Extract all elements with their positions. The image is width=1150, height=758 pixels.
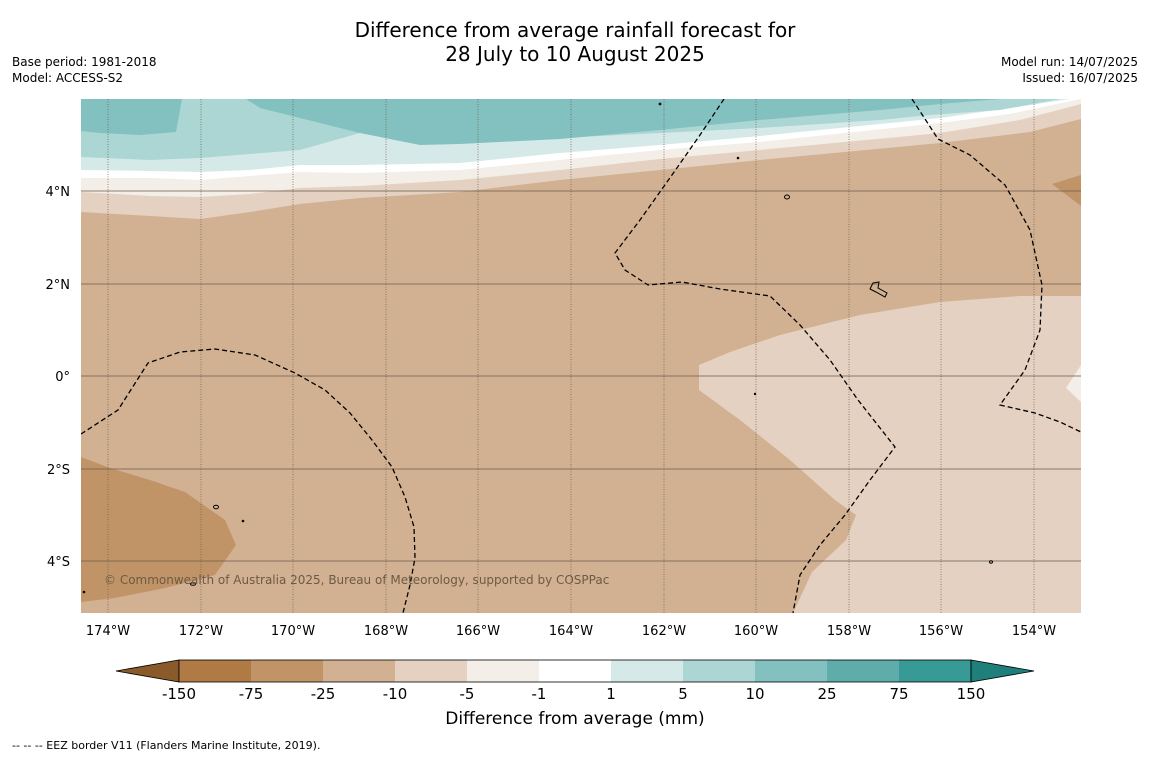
eez-border-kiribati-west [81, 348, 416, 613]
lat-label: 0° [55, 370, 70, 385]
eez-border-east [911, 99, 1081, 433]
lon-label: 156°W [919, 624, 963, 639]
lon-label: 166°W [456, 624, 500, 639]
model-run-label: Model run: 14/07/2025 [1000, 55, 1138, 69]
longitude-labels: 174°W 172°W 170°W 168°W 166°W 164°W 162°… [86, 624, 1056, 639]
island-marker [190, 582, 196, 586]
region-minus75-to-minus25-east [1052, 175, 1081, 206]
region-minus5-to-minus1-east [1066, 365, 1081, 402]
title-line-2: 28 July to 10 August 2025 [445, 42, 705, 66]
colorbar-extend-low [115, 659, 180, 683]
lon-label: 154°W [1012, 624, 1056, 639]
colorbar-outline [178, 659, 972, 683]
colorbar-segment [179, 660, 251, 682]
base-period-label: Base period: 1981-2018 [12, 55, 157, 69]
title-line-1: Difference from average rainfall forecas… [354, 18, 796, 42]
colorbar-tick: 10 [745, 685, 764, 703]
lat-label: 2°S [47, 463, 70, 478]
latitude-labels: 4°N 2°N 0° 2°S 4°S [46, 185, 71, 570]
island-marker [241, 519, 245, 523]
island-marker [82, 590, 86, 594]
colorbar-segment [611, 660, 683, 682]
info-right: Model run: 14/07/2025 Issued: 16/07/2025 [1001, 54, 1138, 86]
island-marker [213, 504, 219, 510]
model-label: Model: ACCESS-S2 [12, 71, 124, 85]
eez-borders [81, 99, 1081, 613]
island-marker [658, 102, 662, 106]
colorbar-extend-high [970, 659, 1035, 683]
band-plus10-to-plus25 [246, 99, 1000, 145]
lon-label: 158°W [827, 624, 871, 639]
lat-label: 4°N [46, 185, 71, 200]
info-left: Base period: 1981-2018 Model: ACCESS-S2 [12, 54, 157, 86]
island-marker [736, 156, 740, 160]
issued-label: Issued: 16/07/2025 [1022, 71, 1138, 85]
rainfall-field [81, 99, 1081, 613]
gridlines [81, 99, 1081, 613]
island-kiritimati [869, 281, 888, 298]
colorbar-tick: 5 [678, 685, 688, 703]
island-marker [989, 560, 993, 564]
colorbar-tick: -25 [311, 685, 336, 703]
colorbar-segment [251, 660, 323, 682]
colorbar-tick: -1 [532, 685, 547, 703]
colorbar-segment [683, 660, 755, 682]
lon-label: 160°W [734, 624, 778, 639]
colorbar-label: Difference from average (mm) [445, 709, 705, 729]
lon-label: 174°W [86, 624, 130, 639]
lon-label: 168°W [364, 624, 408, 639]
lon-label: 164°W [549, 624, 593, 639]
colorbar-tick: -10 [383, 685, 408, 703]
colorbar-tick: 75 [889, 685, 908, 703]
colorbar-segment [395, 660, 467, 682]
islands [82, 102, 993, 594]
eez-footnote: -- -- -- EEZ border V11 (Flanders Marine… [12, 739, 321, 752]
colorbar-tick: 150 [957, 685, 986, 703]
colorbar-tick: 1 [606, 685, 616, 703]
lat-label: 4°S [47, 555, 70, 570]
colorbar-segment [539, 660, 611, 682]
colorbar-tick-labels: -150 -75 -25 -10 -5 -1 1 5 10 25 75 150 [162, 685, 985, 703]
colorbar: -150 -75 -25 -10 -5 -1 1 5 10 25 75 150 [115, 659, 1035, 703]
island-marker [753, 392, 757, 396]
region-minus75-to-minus25-southwest [81, 457, 236, 602]
colorbar-segment [755, 660, 827, 682]
lat-label: 2°N [46, 278, 71, 293]
colorbar-segment [467, 660, 539, 682]
map-title: Difference from average rainfall forecas… [0, 18, 1150, 66]
band-plus10-to-plus25-west [81, 99, 182, 135]
lon-label: 170°W [271, 624, 315, 639]
colorbar-segment [827, 660, 899, 682]
lon-label: 172°W [179, 624, 223, 639]
colorbar-tick: 25 [817, 685, 836, 703]
eez-border-central [614, 99, 896, 613]
colorbar-tick: -5 [460, 685, 475, 703]
colorbar-segment [323, 660, 395, 682]
island-marker [784, 194, 790, 200]
copyright-notice: © Commonwealth of Australia 2025, Bureau… [104, 573, 609, 587]
colorbar-segment [899, 660, 971, 682]
colorbar-tick: -75 [239, 685, 264, 703]
colorbar-tick: -150 [162, 685, 196, 703]
lon-label: 162°W [642, 624, 686, 639]
